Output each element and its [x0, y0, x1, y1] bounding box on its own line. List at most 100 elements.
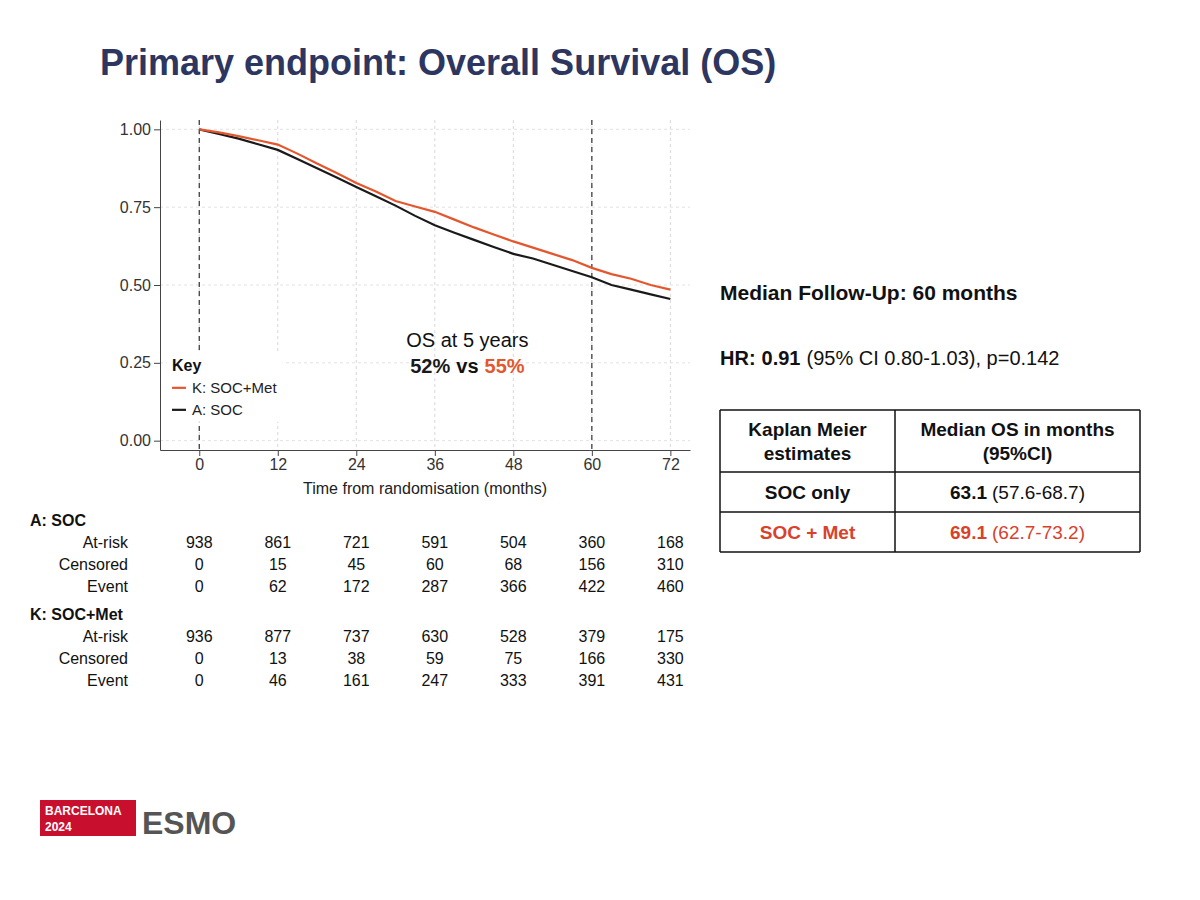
legend-title: Key: [172, 357, 201, 374]
table-value-ci: (62.7-73.2): [992, 522, 1085, 543]
x-tick: 60: [583, 450, 601, 473]
legend: Key K: SOC+Met A: SOC: [167, 353, 282, 422]
footer-badge: [40, 800, 136, 836]
annotation-values: 52%vs55%: [410, 355, 525, 377]
risk-value: 460: [657, 578, 684, 595]
x-tick: 24: [348, 450, 366, 473]
table-value-main: 63.1: [950, 482, 987, 503]
legend-entry: A: SOC: [192, 401, 243, 418]
y-tick: 0.25: [120, 354, 160, 371]
risk-value: 168: [657, 534, 684, 551]
table-value-main: 69.1: [950, 522, 987, 543]
annotation: OS at 5 years 52%vs55%: [406, 329, 528, 377]
hr-detail: (95% CI 0.80-1.03), p=0.142: [806, 347, 1059, 369]
risk-value: 38: [347, 650, 365, 667]
y-tick-label: 1.00: [120, 121, 151, 138]
hr-value: 0.91: [762, 347, 801, 369]
y-tick-label: 0.25: [120, 354, 151, 371]
y-grid-line: [160, 440, 690, 441]
x-tick-mark: [278, 450, 279, 456]
risk-value: 161: [343, 672, 370, 689]
risk-group-name: A: SOC: [30, 512, 86, 529]
risk-value: 504: [500, 534, 527, 551]
table-border: [720, 409, 1140, 411]
slide: Primary endpoint: Overall Survival (OS)0…: [0, 0, 1200, 900]
risk-value: 721: [343, 534, 370, 551]
y-tick-mark: [154, 207, 160, 208]
x-tick-label: 48: [505, 456, 523, 473]
y-tick-label: 0.00: [120, 432, 151, 449]
y-tick-mark: [154, 363, 160, 364]
annotation-title: OS at 5 years: [406, 329, 528, 351]
risk-value: 630: [421, 628, 448, 645]
risk-value: 0: [195, 672, 204, 689]
risk-value: 0: [195, 556, 204, 573]
legend-entry: K: SOC+Met: [192, 379, 277, 396]
risk-value: 936: [186, 628, 213, 645]
risk-value: 861: [264, 534, 291, 551]
x-tick-label: 12: [269, 456, 287, 473]
risk-value: 68: [504, 556, 522, 573]
risk-value: 287: [421, 578, 448, 595]
legend-background: [167, 353, 282, 422]
x-tick-mark: [199, 450, 200, 456]
follow-up: Median Follow-Up: 60 months: [720, 281, 1018, 304]
risk-value: 431: [657, 672, 684, 689]
x-tick: 12: [269, 450, 287, 473]
table-row-label: SOC only: [765, 482, 851, 503]
y-tick: 0.00: [120, 432, 160, 449]
background: [0, 0, 1200, 900]
risk-value: 156: [579, 556, 606, 573]
legend-swatch: [172, 387, 186, 389]
hr-label: HR:: [720, 347, 756, 369]
x-axis-line: [161, 450, 691, 451]
x-tick-label: 36: [426, 456, 444, 473]
x-axis: 0 12 24 36 48 60 72: [161, 450, 691, 473]
table-value: 63.1(57.6-68.7): [950, 482, 1085, 503]
x-grid-line: [513, 120, 514, 450]
risk-value: 59: [426, 650, 444, 667]
y-grid-line: [160, 207, 690, 208]
table-border: [720, 471, 1140, 473]
x-tick: 72: [662, 450, 680, 473]
risk-row-label: Censored: [59, 650, 128, 667]
x-tick-mark: [670, 450, 671, 456]
risk-row-label: Event: [87, 578, 128, 595]
risk-value: 62: [269, 578, 287, 595]
y-grid-line: [160, 129, 690, 130]
risk-value: 15: [269, 556, 287, 573]
table-border: [1139, 410, 1141, 552]
y-tick-label: 0.75: [120, 199, 151, 216]
risk-value: 166: [579, 650, 606, 667]
annotation-value: 55%: [485, 355, 525, 377]
y-tick: 0.75: [120, 199, 160, 216]
risk-value: 360: [579, 534, 606, 551]
table-border: [720, 551, 1140, 553]
risk-row-label: Censored: [59, 556, 128, 573]
table-value: 69.1(62.7-73.2): [950, 522, 1085, 543]
table-header-line: estimates: [764, 443, 852, 464]
risk-value: 422: [579, 578, 606, 595]
risk-value: 330: [657, 650, 684, 667]
x-grid-line: [591, 120, 592, 450]
y-tick-label: 0.50: [120, 277, 151, 294]
x-tick-mark: [513, 450, 514, 456]
risk-value: 379: [579, 628, 606, 645]
x-tick: 0: [195, 450, 204, 473]
risk-row-label: Event: [87, 672, 128, 689]
x-tick-label: 72: [662, 456, 680, 473]
risk-value: 75: [504, 650, 522, 667]
risk-value: 877: [264, 628, 291, 645]
risk-table: A: SOCAt-risk938861721591504360168Censor…: [30, 512, 684, 689]
y-tick: 1.00: [120, 121, 160, 138]
risk-value: 13: [269, 650, 287, 667]
x-tick-mark: [435, 450, 436, 456]
footer-city: BARCELONA: [45, 804, 122, 818]
table-border: [720, 511, 1140, 513]
footer-year: 2024: [45, 820, 72, 834]
risk-value: 247: [421, 672, 448, 689]
table-border: [894, 410, 896, 552]
summary-table: Kaplan MeierestimatesMedian OS in months…: [720, 410, 1140, 552]
x-tick-label: 24: [348, 456, 366, 473]
risk-value: 45: [347, 556, 365, 573]
